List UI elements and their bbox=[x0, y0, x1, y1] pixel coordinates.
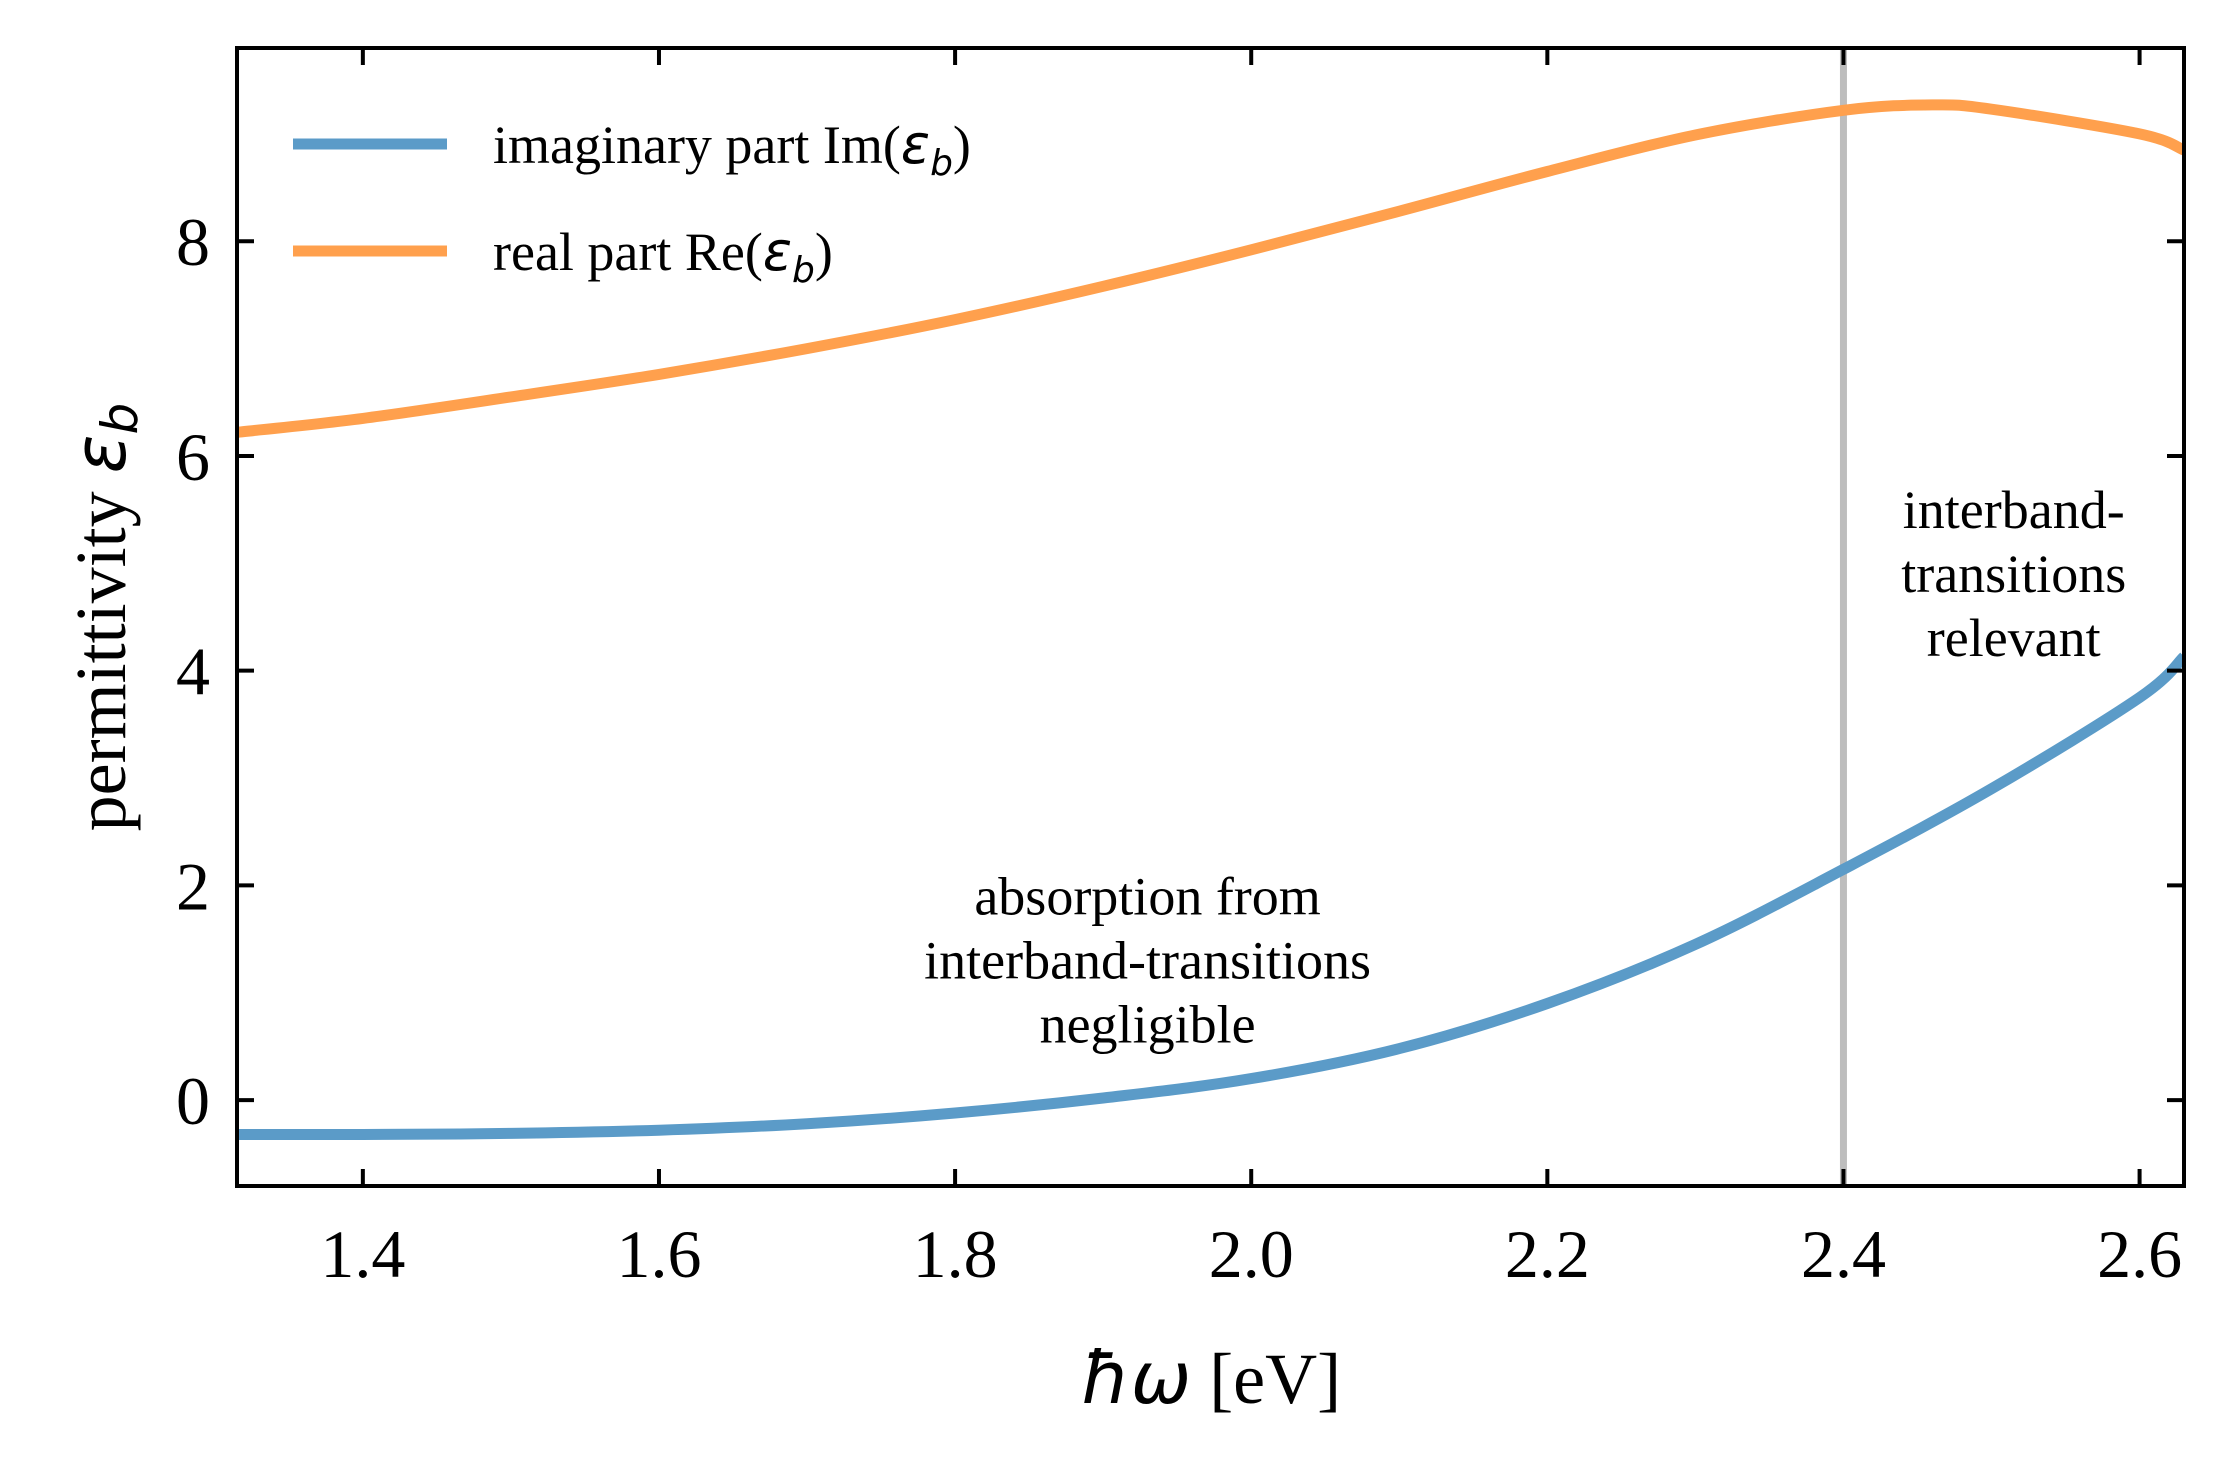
y-tick-label: 4 bbox=[176, 634, 210, 710]
y-tick-label: 8 bbox=[176, 204, 210, 280]
y-axis-label: permittivity εb bbox=[58, 403, 149, 832]
legend-label-imaginary: imaginary part Im(εb) bbox=[493, 113, 971, 184]
annotation-relevant: interband-transitions relevant bbox=[1901, 480, 2126, 668]
series-line-real bbox=[237, 99, 2184, 438]
y-tick-label: 0 bbox=[176, 1063, 210, 1139]
annotation-negligible: absorption from interband-transitions negl… bbox=[924, 867, 1371, 1055]
x-axis-label: ħω [eV] bbox=[1081, 1336, 1341, 1420]
legend: imaginary part Im(εb) real part Re(εb) bbox=[293, 113, 971, 291]
x-tick-label: 2.2 bbox=[1505, 1216, 1590, 1292]
x-tick-label: 2.4 bbox=[1801, 1216, 1886, 1292]
series-line-imaginary bbox=[237, 652, 2184, 1141]
annotations: absorption from interband-transitions negl… bbox=[924, 480, 2126, 1054]
x-tick-label: 1.6 bbox=[616, 1216, 701, 1292]
x-tick-label: 1.4 bbox=[320, 1216, 405, 1292]
legend-label-real: real part Re(εb) bbox=[493, 220, 833, 291]
y-tick-label: 6 bbox=[176, 419, 210, 495]
series-layer bbox=[237, 48, 2184, 1186]
x-tick-label: 2.0 bbox=[1209, 1216, 1294, 1292]
x-tick-label: 2.6 bbox=[2097, 1216, 2182, 1292]
plot-frame bbox=[235, 46, 2186, 1188]
y-tick-label: 2 bbox=[176, 848, 210, 924]
ticks-layer: 1.4 1.6 1.8 2.0 2.2 2.4 2.6 0 2 4 6 8 bbox=[176, 48, 2184, 1292]
x-tick-label: 1.8 bbox=[913, 1216, 998, 1292]
